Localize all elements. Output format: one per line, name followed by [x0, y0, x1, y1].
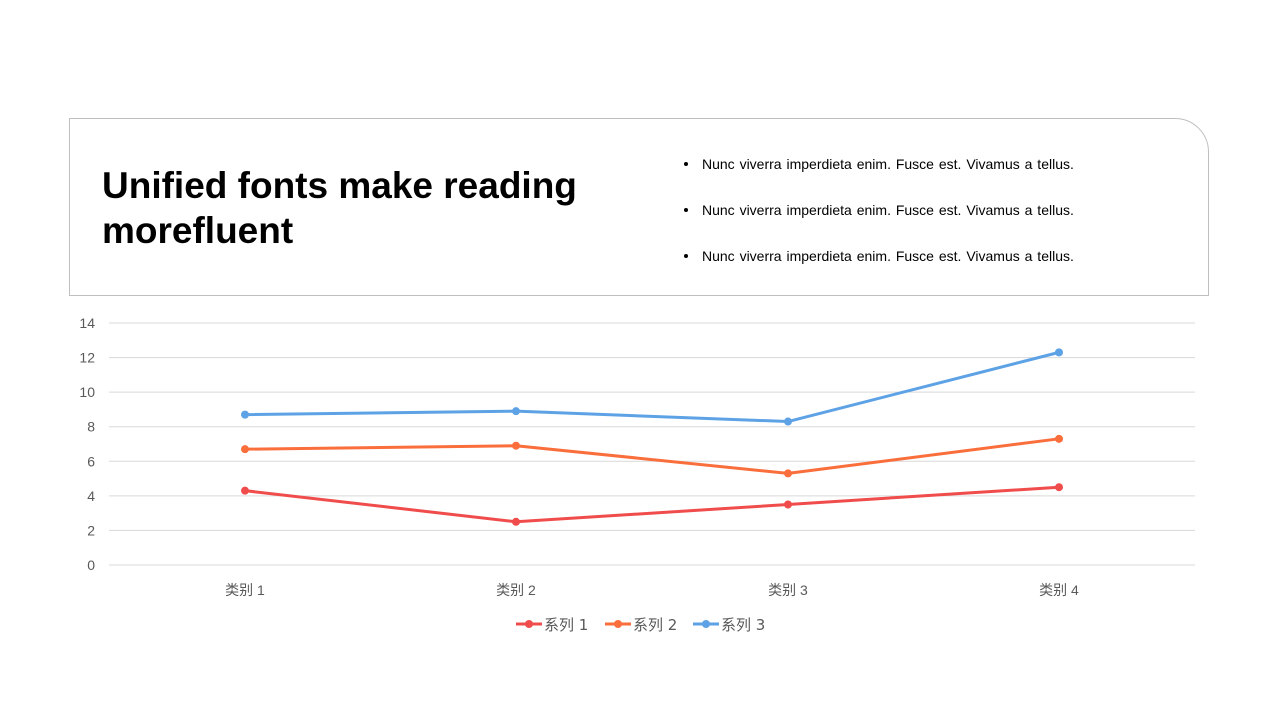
bullet-dot-icon: [684, 254, 688, 258]
bullet-item: Nunc viverra imperdieta enim. Fusce est.…: [684, 244, 1074, 290]
bullet-dot-icon: [684, 162, 688, 166]
series-group: [241, 348, 1063, 426]
y-tick-label: 14: [79, 315, 95, 331]
series-line: [243, 350, 1061, 424]
title-card: Unified fonts make reading morefluent Nu…: [69, 118, 1209, 296]
data-point: [241, 445, 249, 454]
series-line: [243, 437, 1061, 475]
bullet-text: Nunc viverra imperdieta enim. Fusce est.…: [702, 202, 1074, 218]
x-tick-label: 类别 1: [225, 582, 265, 598]
data-point: [512, 407, 520, 416]
y-tick-label: 10: [79, 384, 95, 400]
legend-item: 系列 1: [516, 616, 588, 634]
data-point: [512, 441, 520, 450]
y-tick-label: 0: [87, 557, 95, 573]
legend-label: 系列 1: [544, 616, 588, 634]
x-axis-tick-labels: 类别 1 类别 2 类别 3 类别 4: [225, 582, 1079, 598]
data-point: [784, 417, 792, 426]
data-point: [512, 517, 520, 526]
bullet-text: Nunc viverra imperdieta enim. Fusce est.…: [702, 248, 1074, 264]
legend-label: 系列 3: [721, 616, 765, 634]
y-tick-label: 4: [87, 488, 95, 504]
legend-marker-icon: [525, 620, 533, 628]
gridlines: [109, 322, 1195, 566]
legend-marker-icon: [702, 620, 710, 628]
series-lines: [241, 348, 1063, 526]
data-point: [784, 500, 792, 509]
slide-title: Unified fonts make reading morefluent: [102, 165, 577, 251]
y-tick-label: 2: [87, 522, 95, 538]
data-point: [1055, 348, 1063, 357]
x-tick-label: 类别 2: [496, 582, 536, 598]
legend-marker-icon: [614, 620, 622, 628]
legend: 系列 1 系列 2 系列 3: [516, 616, 765, 634]
series-line: [243, 485, 1061, 524]
bullet-list: Nunc viverra imperdieta enim. Fusce est.…: [684, 152, 1074, 290]
data-point: [784, 469, 792, 478]
series-group: [241, 483, 1063, 526]
bullet-dot-icon: [684, 208, 688, 212]
bullet-text: Nunc viverra imperdieta enim. Fusce est.…: [702, 156, 1074, 172]
y-tick-label: 8: [87, 419, 95, 435]
x-tick-label: 类别 4: [1039, 582, 1079, 598]
y-tick-label: 12: [79, 350, 95, 366]
data-point: [241, 410, 249, 419]
legend-item: 系列 3: [693, 616, 765, 634]
data-point: [1055, 434, 1063, 443]
legend-item: 系列 2: [605, 616, 677, 634]
y-tick-label: 6: [87, 453, 95, 469]
series-group: [241, 434, 1063, 478]
data-point: [241, 486, 249, 495]
bullet-item: Nunc viverra imperdieta enim. Fusce est.…: [684, 198, 1074, 244]
x-tick-label: 类别 3: [768, 582, 808, 598]
y-axis-tick-labels: 0 2 4 6 8 10 12 14: [79, 315, 95, 573]
legend-label: 系列 2: [633, 616, 677, 634]
bullet-item: Nunc viverra imperdieta enim. Fusce est.…: [684, 152, 1074, 198]
data-point: [1055, 483, 1063, 492]
